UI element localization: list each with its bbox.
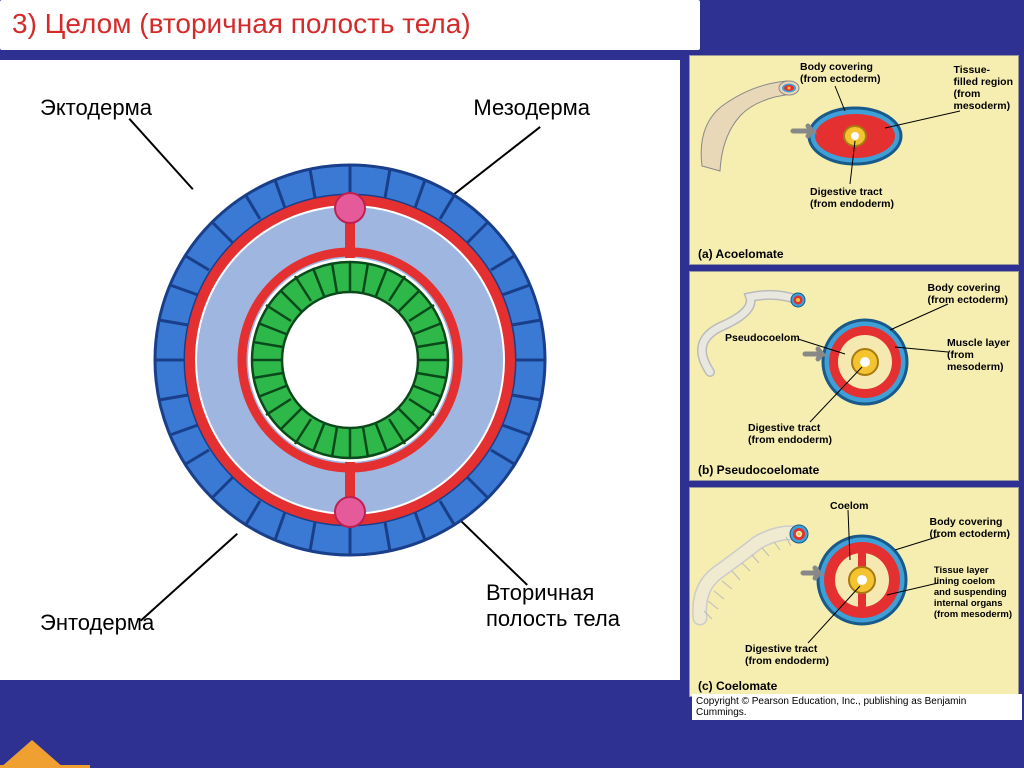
panel-a: Body covering (from ectoderm) Tissue- fi…	[689, 55, 1019, 265]
right-column: Body covering (from ectoderm) Tissue- fi…	[689, 55, 1019, 697]
label-cavity: Вторичная полость тела	[486, 580, 620, 632]
slide-title: 3) Целом (вторичная полость тела)	[0, 0, 700, 50]
nav-decoration-triangle	[0, 740, 64, 768]
copyright-text: Copyright © Pearson Education, Inc., pub…	[692, 694, 1022, 720]
panel-c: Coelom Body covering (from ectoderm) Tis…	[689, 487, 1019, 697]
main-diagram-panel: Эктодерма Мезодерма Энтодерма Вторичная …	[0, 60, 680, 680]
label-endoderm: Энтодерма	[40, 610, 154, 636]
cross-section-diagram	[150, 160, 550, 560]
caption-b: (b) Pseudocoelomate	[698, 463, 819, 477]
label-ectoderm: Эктодерма	[40, 95, 152, 121]
caption-c: (c) Coelomate	[698, 679, 777, 693]
label-mesoderm: Мезодерма	[473, 95, 590, 121]
caption-a: (a) Acoelomate	[698, 247, 784, 261]
panel-b: Pseudocoelom Body covering (from ectoder…	[689, 271, 1019, 481]
